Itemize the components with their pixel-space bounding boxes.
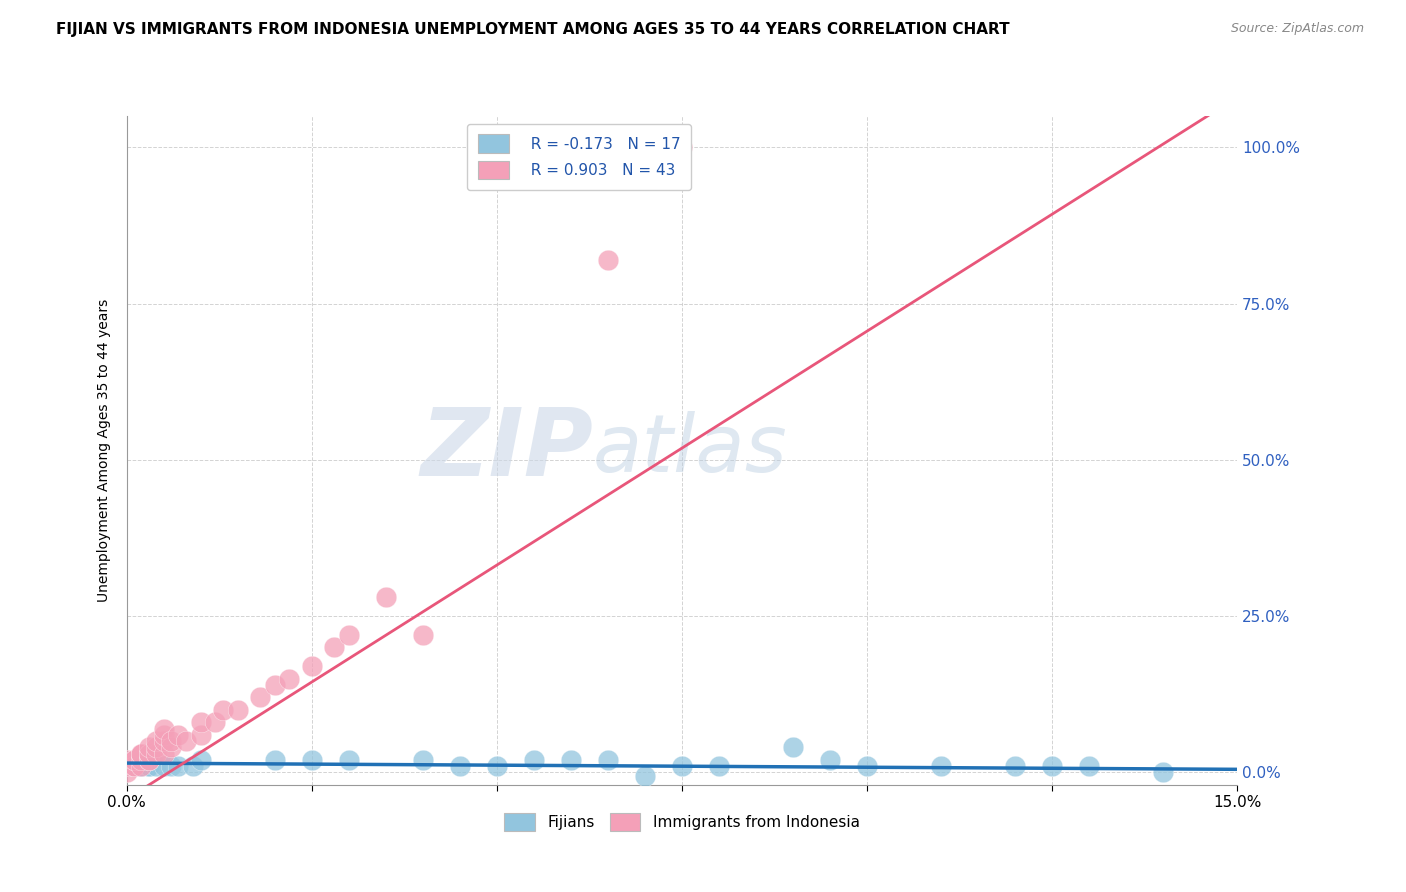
Point (412, 628, 434, 642)
Point (138, 747, 160, 761)
Point (167, 728, 190, 742)
Point (152, 722, 174, 736)
Point (671, 140, 693, 154)
Point (138, 759, 160, 773)
Point (167, 759, 190, 773)
Point (263, 678, 285, 692)
Point (160, 740, 183, 755)
Point (138, 747, 160, 761)
Point (1040, 759, 1063, 773)
Point (1078, 759, 1101, 773)
Point (131, 759, 153, 773)
Text: FIJIAN VS IMMIGRANTS FROM INDONESIA UNEMPLOYMENT AMONG AGES 35 TO 44 YEARS CORRE: FIJIAN VS IMMIGRANTS FROM INDONESIA UNEM… (56, 22, 1010, 37)
Point (131, 747, 153, 761)
Text: atlas: atlas (593, 411, 787, 490)
Point (596, 753, 619, 767)
Point (152, 734, 174, 748)
Text: Source: ZipAtlas.com: Source: ZipAtlas.com (1230, 22, 1364, 36)
Point (263, 753, 285, 767)
Point (204, 715, 226, 730)
Point (449, 759, 471, 773)
Point (374, 591, 396, 605)
Point (412, 753, 434, 767)
Point (818, 753, 841, 767)
Point (485, 759, 508, 773)
Point (122, 753, 145, 767)
Point (152, 747, 174, 761)
Point (131, 753, 153, 767)
Point (138, 753, 160, 767)
Point (122, 759, 145, 773)
Point (856, 759, 879, 773)
Point (301, 659, 323, 673)
Point (190, 728, 212, 742)
Point (115, 759, 138, 773)
Point (145, 734, 167, 748)
Point (337, 753, 360, 767)
Point (145, 740, 167, 755)
Point (211, 703, 233, 717)
Point (226, 703, 249, 717)
Point (301, 753, 323, 767)
Text: ZIP: ZIP (420, 404, 593, 497)
Point (131, 759, 153, 773)
Point (278, 672, 301, 686)
Point (929, 759, 952, 773)
Point (1004, 759, 1026, 773)
Point (152, 759, 174, 773)
Point (707, 759, 730, 773)
Legend: Fijians, Immigrants from Indonesia: Fijians, Immigrants from Indonesia (498, 806, 866, 838)
Point (337, 628, 360, 642)
Point (115, 765, 138, 780)
Y-axis label: Unemployment Among Ages 35 to 44 years: Unemployment Among Ages 35 to 44 years (97, 299, 111, 602)
Point (174, 734, 197, 748)
Point (115, 753, 138, 767)
Point (190, 753, 212, 767)
Point (152, 728, 174, 742)
Point (249, 690, 271, 705)
Point (634, 768, 657, 782)
Point (115, 759, 138, 773)
Point (1152, 765, 1174, 780)
Point (138, 753, 160, 767)
Point (181, 759, 204, 773)
Point (523, 753, 546, 767)
Point (122, 759, 145, 773)
Point (322, 640, 344, 655)
Point (145, 747, 167, 761)
Point (782, 740, 804, 755)
Point (145, 759, 167, 773)
Point (190, 715, 212, 730)
Point (160, 734, 183, 748)
Point (596, 252, 619, 267)
Point (131, 747, 153, 761)
Point (160, 759, 183, 773)
Point (671, 759, 693, 773)
Point (131, 747, 153, 761)
Point (122, 759, 145, 773)
Point (560, 753, 582, 767)
Point (138, 759, 160, 773)
Point (122, 753, 145, 767)
Point (138, 740, 160, 755)
Point (131, 759, 153, 773)
